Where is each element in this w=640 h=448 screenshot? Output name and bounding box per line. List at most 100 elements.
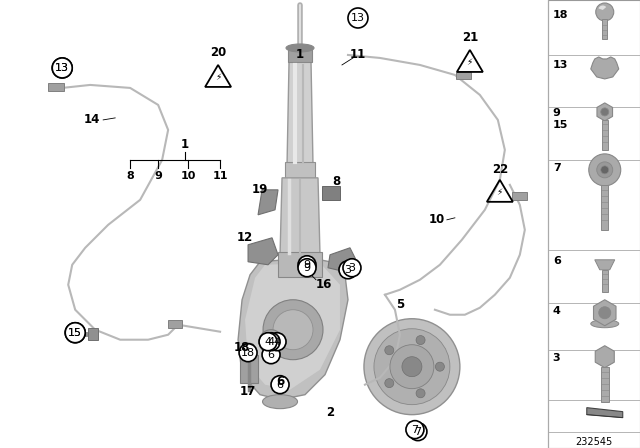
Text: 5: 5 [396, 298, 404, 311]
Polygon shape [287, 62, 313, 165]
Text: 1: 1 [181, 138, 189, 151]
Polygon shape [245, 263, 340, 390]
Polygon shape [248, 238, 278, 265]
Text: 9: 9 [303, 260, 310, 270]
Circle shape [65, 323, 85, 343]
Text: 12: 12 [237, 231, 253, 244]
Text: 18: 18 [241, 348, 255, 358]
Text: 10: 10 [429, 213, 445, 226]
Bar [48, 83, 64, 91]
Text: 7: 7 [553, 163, 561, 173]
Circle shape [239, 344, 257, 362]
Ellipse shape [591, 320, 619, 328]
Text: 13: 13 [553, 60, 568, 70]
Text: 11: 11 [212, 171, 228, 181]
Text: 16: 16 [316, 278, 332, 291]
Circle shape [65, 323, 85, 343]
Text: 6: 6 [276, 375, 284, 388]
Bar [601, 367, 609, 402]
Circle shape [52, 58, 72, 78]
Polygon shape [595, 260, 615, 270]
Circle shape [263, 300, 323, 360]
Text: 4: 4 [553, 306, 561, 316]
Circle shape [343, 259, 361, 277]
Circle shape [390, 345, 434, 389]
Circle shape [601, 166, 609, 174]
Text: 8: 8 [332, 175, 340, 188]
Polygon shape [328, 248, 356, 272]
Circle shape [385, 346, 394, 355]
Bar [602, 270, 608, 292]
Text: 6: 6 [553, 256, 561, 266]
Polygon shape [258, 190, 278, 215]
Circle shape [589, 154, 621, 186]
Circle shape [601, 108, 609, 116]
Circle shape [298, 256, 316, 274]
Circle shape [374, 329, 450, 405]
Bar [512, 192, 527, 200]
Ellipse shape [262, 395, 298, 409]
Text: 15: 15 [68, 328, 82, 338]
Text: 18: 18 [553, 10, 568, 20]
Text: 9: 9 [303, 263, 310, 273]
Text: 4: 4 [264, 337, 271, 347]
Ellipse shape [244, 343, 254, 348]
Polygon shape [587, 408, 623, 418]
Bar [322, 186, 340, 200]
Circle shape [596, 162, 612, 178]
Bar [288, 48, 312, 62]
Bar [240, 355, 258, 383]
Circle shape [599, 307, 611, 319]
Polygon shape [238, 258, 348, 400]
Ellipse shape [286, 44, 314, 52]
Circle shape [52, 58, 72, 78]
Text: 21: 21 [461, 31, 478, 44]
Text: 13: 13 [55, 63, 69, 73]
Text: 20: 20 [210, 47, 226, 60]
Circle shape [416, 389, 425, 398]
Bar [168, 320, 182, 328]
Text: 9: 9 [154, 171, 162, 181]
Polygon shape [280, 178, 320, 255]
Text: 15: 15 [553, 120, 568, 130]
Circle shape [385, 379, 394, 388]
Circle shape [435, 362, 444, 371]
Text: ⚡: ⚡ [467, 58, 473, 68]
Text: 6: 6 [276, 379, 284, 390]
Text: 232545: 232545 [575, 437, 612, 447]
Text: 10: 10 [180, 171, 196, 181]
Text: 22: 22 [492, 164, 508, 177]
Text: 1: 1 [296, 48, 304, 61]
Text: 3: 3 [344, 265, 351, 275]
Circle shape [259, 333, 277, 351]
Circle shape [259, 330, 283, 354]
Bar [548, 0, 640, 448]
Bar [88, 328, 98, 340]
Circle shape [273, 310, 313, 350]
Text: 17: 17 [240, 385, 256, 398]
Text: 4: 4 [268, 337, 275, 347]
Bar [285, 162, 315, 180]
Circle shape [402, 357, 422, 377]
Text: 6: 6 [268, 350, 275, 360]
Text: 11: 11 [350, 48, 366, 61]
Circle shape [268, 333, 286, 351]
Text: 13: 13 [55, 63, 69, 73]
Bar [278, 252, 322, 277]
Text: ⚡: ⚡ [497, 188, 503, 197]
Polygon shape [591, 57, 619, 79]
Text: 13: 13 [351, 13, 365, 23]
Circle shape [596, 3, 614, 21]
Circle shape [262, 333, 280, 351]
Circle shape [262, 346, 280, 364]
Circle shape [271, 376, 289, 394]
Text: 14: 14 [84, 113, 100, 126]
Text: 15: 15 [68, 328, 82, 338]
Circle shape [364, 319, 460, 415]
Circle shape [339, 261, 357, 279]
Text: 7: 7 [412, 425, 419, 435]
Circle shape [406, 421, 424, 439]
Text: 8: 8 [126, 171, 134, 181]
Wedge shape [598, 5, 606, 10]
Circle shape [348, 8, 368, 28]
